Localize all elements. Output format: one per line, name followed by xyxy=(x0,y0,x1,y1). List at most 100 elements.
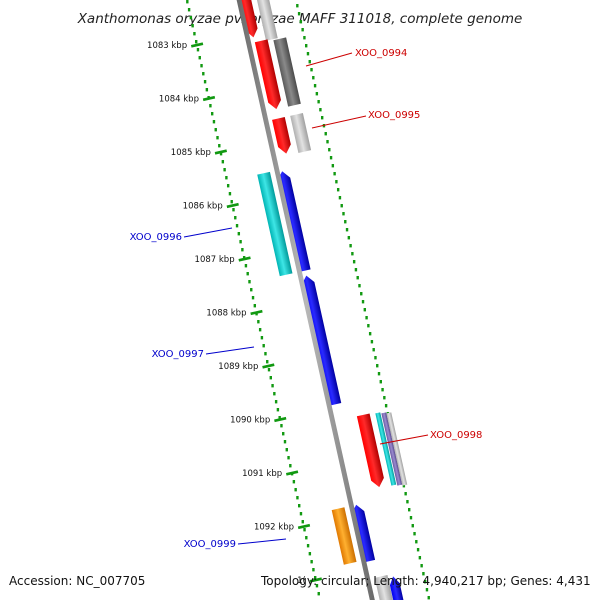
ring-dot xyxy=(235,224,239,228)
xoo-1000-cds xyxy=(389,576,406,600)
ring-dot xyxy=(331,164,335,168)
ring-dot xyxy=(427,596,430,600)
ring-dot xyxy=(276,408,280,412)
ring-dot xyxy=(296,4,299,8)
ring-dot xyxy=(340,204,343,208)
ring-dot xyxy=(267,368,271,372)
ring-dot xyxy=(223,168,226,172)
ring-dot xyxy=(347,236,351,240)
ring-dot xyxy=(237,232,241,236)
ring-dot xyxy=(189,16,193,20)
ring-dot xyxy=(329,156,333,160)
ring-dot xyxy=(338,196,342,200)
ring-dot xyxy=(269,376,272,380)
ring-dot xyxy=(319,108,322,112)
ring-dot xyxy=(273,392,276,396)
ring-dot xyxy=(186,0,189,4)
ring-dot xyxy=(303,528,306,532)
gene-label-xoo-0996[interactable]: XOO_0996 xyxy=(130,232,182,243)
ring-dot xyxy=(193,32,196,36)
ring-dot xyxy=(324,132,327,136)
ring-dot xyxy=(370,340,374,344)
ring-dot xyxy=(308,60,311,64)
ring-dot xyxy=(200,64,203,68)
ring-dot xyxy=(312,568,315,572)
ring-dot xyxy=(225,176,228,180)
ring-dot xyxy=(361,300,365,304)
tick-mark xyxy=(238,256,251,262)
ring-dot xyxy=(358,284,361,288)
xoo-0994-gene xyxy=(273,37,301,107)
ring-dot xyxy=(250,288,253,292)
ring-dot xyxy=(404,492,407,496)
ring-dot xyxy=(344,220,347,224)
tick-mark xyxy=(285,470,299,476)
xoo-0999-gene xyxy=(331,507,357,565)
ring-dot xyxy=(226,184,230,188)
ring-dot xyxy=(336,188,340,192)
tick-label: 1083 kbp xyxy=(147,41,187,51)
ring-dot xyxy=(195,40,198,44)
ring-dot xyxy=(374,356,377,360)
ring-dot xyxy=(214,128,217,132)
ring-dot xyxy=(203,80,207,84)
ring-dot xyxy=(310,68,313,72)
ring-dot xyxy=(294,488,297,492)
gene-label-xoo-0995[interactable]: XOO_0995 xyxy=(368,110,420,121)
ring-dot xyxy=(187,8,191,12)
tick-mark xyxy=(274,416,287,423)
tick-mark xyxy=(262,363,275,369)
ring-dot xyxy=(415,540,418,544)
ring-dot xyxy=(301,28,304,32)
ring-dot xyxy=(376,364,379,368)
ring-dot xyxy=(381,388,384,392)
xoo-0998-gene-c xyxy=(386,412,408,486)
gene-label-xoo-0998[interactable]: XOO_0998 xyxy=(430,430,482,441)
gene-leader-line xyxy=(379,434,429,445)
ring-dot xyxy=(384,404,388,408)
tick-mark xyxy=(226,202,239,209)
ring-dot xyxy=(296,496,299,500)
ring-dot xyxy=(356,276,359,280)
gene-label-xoo-0997[interactable]: XOO_0997 xyxy=(152,349,204,360)
gene-label-xoo-0999[interactable]: XOO_0999 xyxy=(184,539,236,550)
ring-dot xyxy=(274,400,278,404)
ring-dot xyxy=(335,180,338,184)
ring-dot xyxy=(230,200,233,204)
backbone-line xyxy=(236,0,375,600)
ring-dot xyxy=(354,268,358,272)
ring-dot xyxy=(333,172,336,176)
ring-dot xyxy=(317,592,320,596)
outer-tick-ring xyxy=(186,0,320,596)
ring-dot xyxy=(402,484,406,488)
ring-dot xyxy=(306,52,310,56)
gene-leader-line xyxy=(311,115,367,129)
ring-dot xyxy=(191,24,194,28)
ring-dot xyxy=(349,244,352,248)
ring-dot xyxy=(260,336,264,340)
tick-label: 1091 kbp xyxy=(242,469,282,479)
ring-dot xyxy=(372,348,375,352)
xoo-0997-cds xyxy=(301,275,342,406)
ring-dot xyxy=(360,292,363,296)
ring-dot xyxy=(282,432,285,436)
ring-dot xyxy=(317,100,320,104)
xoo-0993-cds xyxy=(237,0,258,38)
gene-leader-line xyxy=(183,227,233,238)
tick-label: 1087 kbp xyxy=(195,255,235,265)
tick-label: 1092 kbp xyxy=(254,523,294,533)
tick-mark xyxy=(202,95,216,102)
ring-dot xyxy=(345,228,349,232)
ring-dot xyxy=(368,332,372,336)
gene-label-xoo-0994[interactable]: XOO_0994 xyxy=(355,48,407,59)
ring-dot xyxy=(315,584,319,588)
ring-dot xyxy=(301,520,304,524)
ring-dot xyxy=(425,588,429,592)
ring-dot xyxy=(365,316,368,320)
ring-dot xyxy=(271,384,274,388)
xoo-0994-cds xyxy=(254,39,281,110)
ring-dot xyxy=(278,416,281,420)
ring-dot xyxy=(305,44,308,48)
ring-dot xyxy=(289,464,292,468)
ring-dot xyxy=(308,552,312,556)
